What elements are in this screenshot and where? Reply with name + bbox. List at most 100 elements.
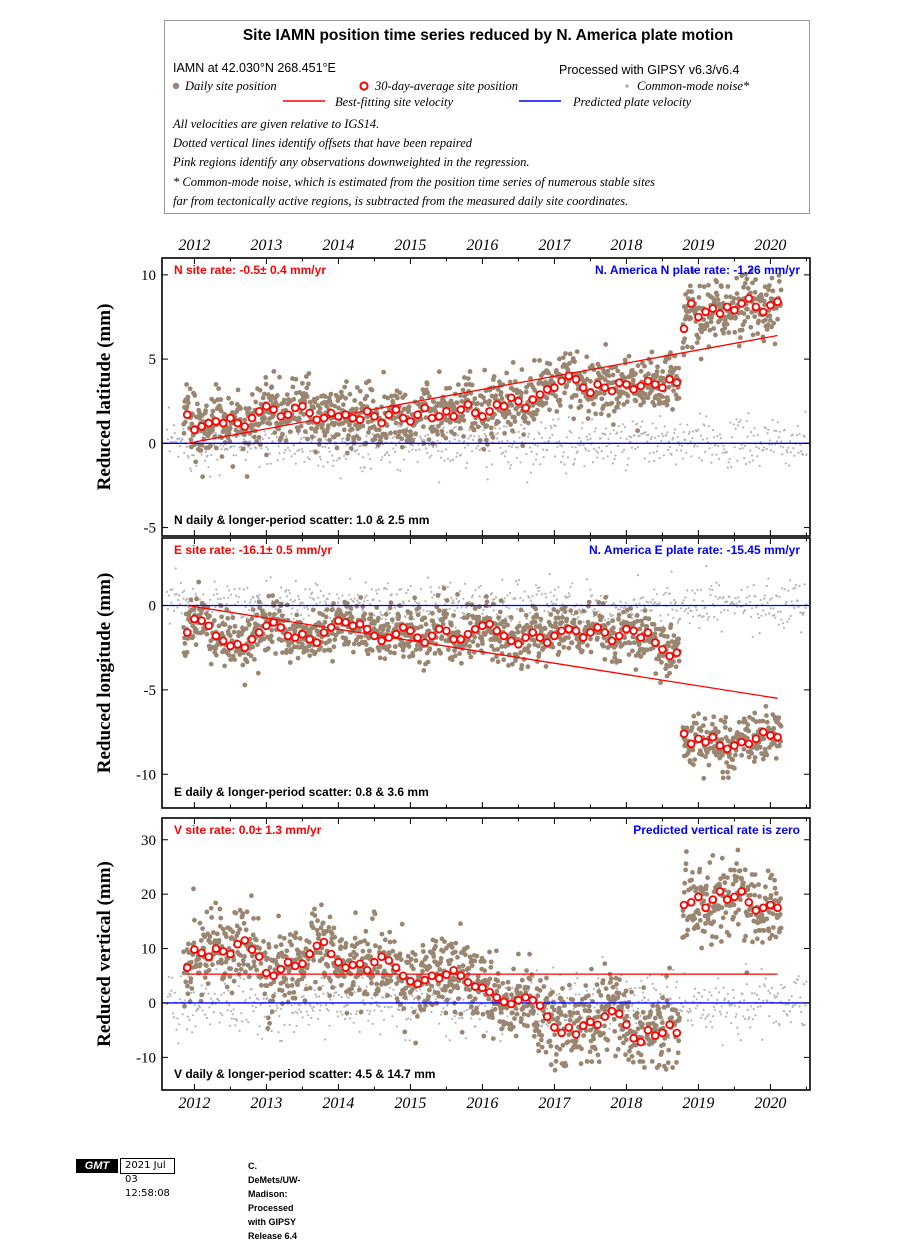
daily-point: [730, 757, 735, 762]
daily-point: [572, 618, 577, 623]
common-mode-point: [419, 988, 421, 990]
common-mode-point: [637, 574, 639, 576]
daily-point: [568, 608, 573, 613]
common-mode-point: [325, 1004, 327, 1006]
daily-point: [440, 634, 445, 639]
common-mode-point: [529, 447, 531, 449]
daily-point: [450, 657, 455, 662]
daily-point: [364, 394, 369, 399]
daily-point: [553, 394, 558, 399]
daily-point: [703, 716, 708, 721]
common-mode-point: [773, 607, 775, 609]
daily-point: [370, 648, 375, 653]
daily-point: [770, 289, 775, 294]
common-mode-point: [612, 462, 614, 464]
common-mode-point: [322, 985, 324, 987]
common-mode-point: [600, 437, 602, 439]
daily-point: [598, 391, 603, 396]
common-mode-point: [192, 588, 194, 590]
daily-point: [557, 642, 562, 647]
common-mode-point: [362, 999, 364, 1001]
common-mode-point: [432, 446, 434, 448]
common-mode-point: [336, 459, 338, 461]
daily-point: [194, 597, 199, 602]
common-mode-point: [579, 444, 581, 446]
common-mode-point: [496, 437, 498, 439]
common-mode-point: [540, 421, 542, 423]
daily-point: [361, 604, 366, 609]
common-mode-point: [704, 606, 706, 608]
common-mode-point: [193, 454, 195, 456]
common-mode-point: [295, 1011, 297, 1013]
daily-point: [313, 450, 318, 455]
daily-point: [603, 595, 608, 600]
x-ticks: [194, 538, 806, 808]
common-mode-point: [365, 581, 367, 583]
common-mode-point: [224, 983, 226, 985]
common-mode-point: [768, 612, 770, 614]
common-mode-point: [612, 614, 614, 616]
common-mode-point: [557, 446, 559, 448]
average-point: [745, 295, 752, 302]
common-mode-point: [633, 598, 635, 600]
daily-point: [606, 413, 611, 418]
common-mode-point: [666, 587, 668, 589]
daily-point: [203, 408, 208, 413]
daily-point: [699, 728, 704, 733]
daily-point: [731, 300, 736, 305]
daily-point: [263, 375, 268, 380]
common-mode-point: [217, 598, 219, 600]
daily-point: [211, 409, 216, 414]
common-mode-point: [546, 449, 548, 451]
daily-point: [665, 403, 670, 408]
common-mode-point: [465, 607, 467, 609]
daily-point: [694, 721, 699, 726]
common-mode-point: [338, 597, 340, 599]
common-mode-point: [499, 447, 501, 449]
common-mode-point: [550, 427, 552, 429]
common-mode-point: [734, 612, 736, 614]
common-mode-point: [252, 597, 254, 599]
daily-point: [649, 360, 654, 365]
daily-point: [639, 619, 644, 624]
daily-point: [763, 318, 768, 323]
common-mode-point: [233, 1008, 235, 1010]
daily-point: [676, 637, 681, 642]
daily-point: [268, 421, 273, 426]
common-mode-point: [607, 438, 609, 440]
common-mode-point: [394, 451, 396, 453]
daily-point: [204, 403, 209, 408]
average-point: [414, 634, 421, 641]
common-mode-point: [528, 597, 530, 599]
daily-point: [228, 426, 233, 431]
common-mode-point: [557, 586, 559, 588]
daily-point: [183, 641, 188, 646]
daily-point: [777, 279, 782, 284]
daily-point: [495, 647, 500, 652]
daily-point: [720, 770, 725, 775]
common-mode-point: [385, 618, 387, 620]
average-point: [616, 379, 623, 386]
common-mode-point: [336, 593, 338, 595]
common-mode-point: [482, 609, 484, 611]
daily-point: [499, 598, 504, 603]
common-mode-point: [720, 437, 722, 439]
common-mode-point: [787, 590, 789, 592]
average-point: [191, 616, 198, 623]
common-mode-point: [773, 614, 775, 616]
common-mode-point: [536, 969, 538, 971]
common-mode-point: [414, 997, 416, 999]
common-mode-point: [617, 445, 619, 447]
daily-point: [499, 390, 504, 395]
common-mode-point: [180, 975, 182, 977]
common-mode-point: [386, 610, 388, 612]
daily-point: [735, 291, 740, 296]
common-mode-point: [658, 457, 660, 459]
common-mode-point: [295, 580, 297, 582]
average-point: [493, 627, 500, 634]
common-mode-point: [715, 454, 717, 456]
common-mode-point: [454, 610, 456, 612]
common-mode-point: [449, 998, 451, 1000]
common-mode-point: [235, 454, 237, 456]
average-point: [508, 394, 515, 401]
